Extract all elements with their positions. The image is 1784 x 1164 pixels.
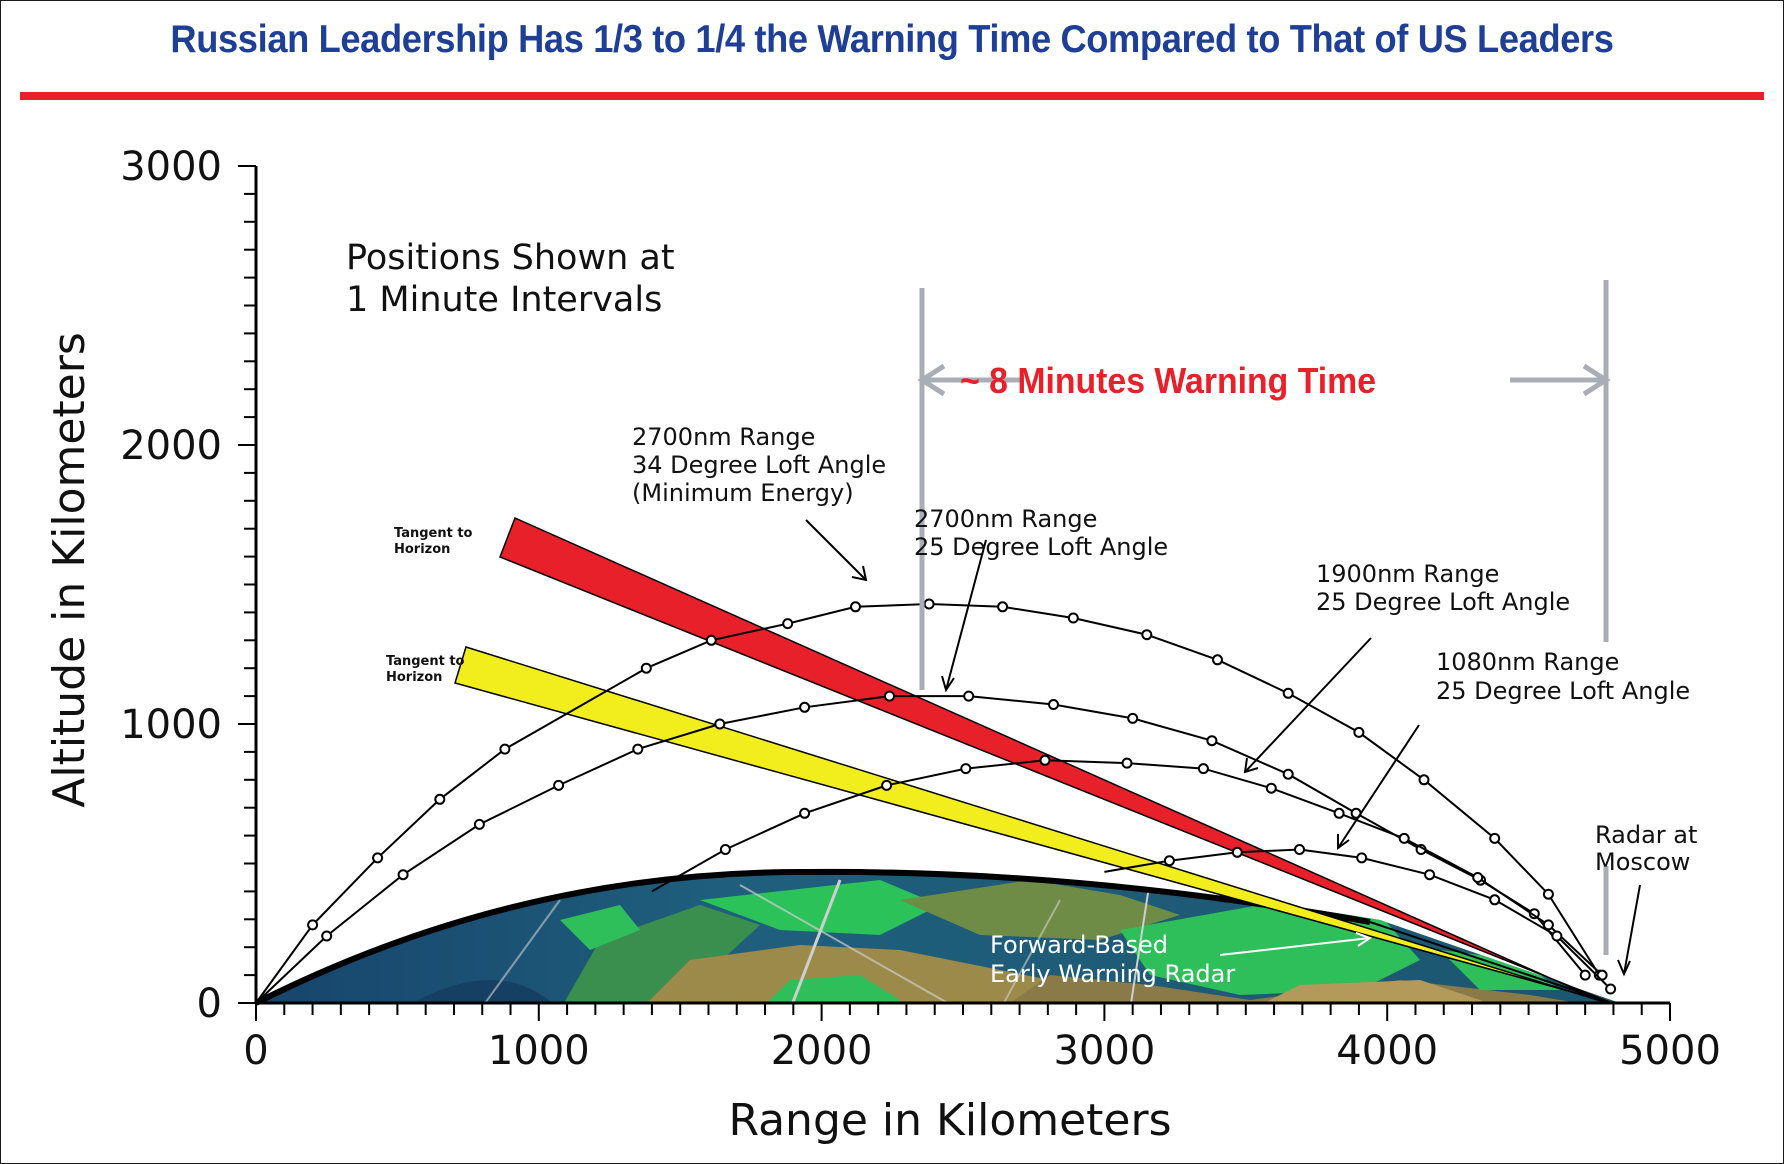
label-a-line1: 2700nm Range (632, 423, 815, 451)
trajectory-3-point (881, 779, 893, 791)
annotation-arrows (805, 519, 1641, 977)
trajectory-1-point (307, 919, 319, 931)
trajectory-3-point (1197, 763, 1209, 775)
trajectory-1-point (1067, 612, 1079, 624)
trajectory-1-point (1353, 726, 1365, 738)
trajectory-3-point (1121, 757, 1133, 769)
tangent-yellow-line1: Tangent to (386, 654, 465, 669)
tangent-red-line2: Horizon (394, 542, 450, 557)
trajectory-3-point (960, 763, 972, 775)
trajectory-line-1 (255, 602, 1601, 1004)
trajectory-1-point (1542, 888, 1554, 900)
trajectory-4-point (1231, 846, 1243, 858)
trajectory-1-point (782, 618, 794, 630)
trajectory-1-point (499, 743, 511, 755)
x-tick-label: 0 (243, 1028, 268, 1074)
trajectory-2-point (473, 818, 485, 830)
axes-layer: 0 1000 2000 3000 4000 5000 0 1000 2000 3000 (120, 144, 1721, 1074)
trajectory-1-point (997, 601, 1009, 613)
trajectory-1-point (1489, 832, 1501, 844)
trajectory-3-point (1333, 807, 1345, 819)
trajectory-line-3 (651, 759, 1603, 976)
trajectory-1-point (1282, 687, 1294, 699)
positions-note-line2: 1 Minute Intervals (346, 280, 662, 320)
trajectory-1-point (434, 793, 446, 805)
trajectory-3-point (719, 844, 731, 855)
trajectory-1-point (705, 634, 717, 646)
trajectory-2-point (714, 718, 726, 730)
trajectory-3-point (1039, 754, 1051, 766)
page-title: Russian Leadership Has 1/3 to 1/4 the Wa… (170, 18, 1614, 61)
y-tick-label: 0 (197, 981, 222, 1027)
trajectory-1-point (1418, 774, 1430, 786)
trajectory-2-point (553, 779, 565, 791)
label-c-line2: 25 Degree Loft Angle (1316, 588, 1570, 616)
label-a-line2: 34 Degree Loft Angle (632, 451, 886, 479)
trajectory-2-point (1206, 735, 1218, 747)
x-tick-label: 1000 (488, 1028, 590, 1074)
x-tick-label: 3000 (1054, 1028, 1156, 1074)
trajectory-2-point (1127, 712, 1139, 724)
radar-moscow-line1: Radar at (1595, 821, 1697, 849)
trajectory-layer (255, 598, 1617, 1004)
trajectory-4-point (1163, 855, 1175, 867)
trajectory-3-point (1265, 782, 1277, 794)
trajectory-3-point (1398, 832, 1410, 844)
trajectory-2-point (884, 690, 895, 702)
label-d-line1: 1080nm Range (1436, 648, 1619, 676)
label-b-line1: 2700nm Range (914, 505, 1097, 533)
trajectory-1-point (923, 598, 935, 610)
trajectory-3-point (799, 807, 811, 819)
trajectory-4-point (1551, 930, 1563, 942)
trajectory-1-point (1212, 654, 1223, 666)
label-c-line1: 1900nm Range (1316, 560, 1499, 588)
trajectory-1-point (640, 662, 652, 674)
tangent-yellow-line2: Horizon (386, 670, 442, 685)
trajectory-2-point (1048, 699, 1059, 710)
trajectory-2-point (397, 869, 409, 881)
tangent-red-line1: Tangent to (394, 526, 473, 541)
trajectory-3-point (1542, 919, 1554, 931)
trajectory-2-point (1282, 768, 1294, 780)
trajectory-4-point (1294, 844, 1305, 855)
y-tick-label: 1000 (120, 702, 222, 748)
trajectory-4-point (1489, 894, 1501, 906)
x-tick-label: 5000 (1619, 1028, 1721, 1074)
label-d-line2: 25 Degree Loft Angle (1436, 677, 1690, 705)
trajectory-4-point (1605, 983, 1617, 995)
trajectory-4-point (1356, 852, 1368, 864)
label-a-line3: (Minimum Energy) (632, 479, 854, 507)
trajectory-1-point (850, 601, 861, 613)
warning-markers (917, 280, 1611, 955)
trajectory-2-point (632, 743, 644, 755)
trajectory-1-point (372, 852, 384, 864)
forward-radar-line2: Early Warning Radar (990, 960, 1235, 988)
y-tick-label: 2000 (120, 423, 222, 469)
horizon-line (1369, 921, 1613, 1004)
trajectory-4-point (1424, 869, 1436, 881)
trajectory-3-point (1472, 872, 1484, 883)
radar-moscow-line2: Moscow (1595, 848, 1690, 876)
x-axis-title: Range in Kilometers (728, 1095, 1171, 1146)
trajectory-2-point (321, 930, 333, 942)
x-tick-label: 4000 (1336, 1028, 1438, 1074)
trajectory-2-point (1579, 969, 1591, 981)
trajectory-1-point (1141, 629, 1153, 641)
y-tick-label: 3000 (120, 144, 222, 190)
label-b-line2: 25 Degree Loft Angle (914, 533, 1168, 561)
forward-radar-line1: Forward-Based (990, 931, 1168, 959)
warning-time-label: ~ 8 Minutes Warning Time (960, 360, 1376, 401)
trajectory-2-point (963, 690, 975, 702)
earth-surface (254, 868, 1620, 1006)
positions-note-line1: Positions Shown at (346, 238, 675, 278)
x-tick-label: 2000 (771, 1028, 873, 1074)
trajectory-2-point (799, 701, 811, 713)
forward-radar-arrow (1219, 932, 1373, 956)
title-rule (20, 92, 1764, 100)
y-axis-title: Altitude in Kilometers (44, 332, 95, 808)
